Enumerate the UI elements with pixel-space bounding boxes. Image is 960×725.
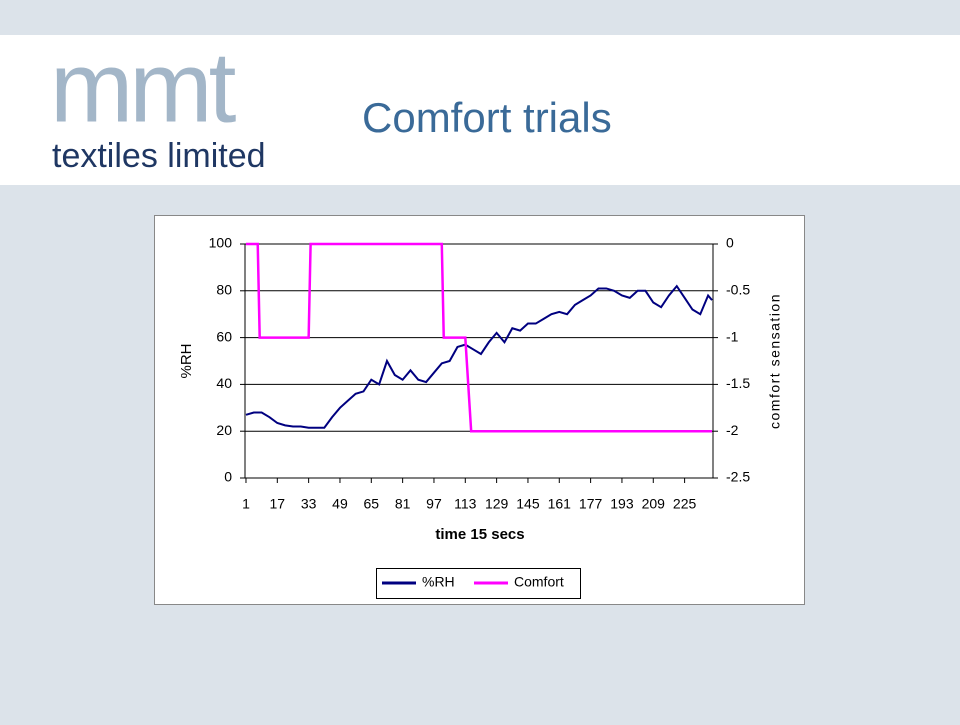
x-tick-label: 33: [301, 496, 317, 512]
y2-tick-label: -1.5: [726, 375, 750, 391]
slide-title: Comfort trials: [362, 94, 612, 141]
legend-label: Comfort: [514, 574, 564, 590]
x-tick-label: 209: [642, 496, 666, 512]
x-tick-label: 161: [548, 496, 572, 512]
y2-tick-label: -1: [726, 328, 739, 344]
y-tick-label: 20: [216, 422, 232, 438]
header-band: [0, 35, 960, 185]
legend-label: %RH: [422, 574, 455, 590]
y2-tick-label: -2: [726, 422, 739, 438]
x-tick-label: 1: [242, 496, 250, 512]
y2-axis-label: comfort sensation: [767, 293, 783, 429]
y-tick-label: 100: [209, 235, 233, 251]
x-tick-label: 97: [426, 496, 442, 512]
line-series: [245, 242, 713, 433]
logo-tagline: textiles limited: [52, 137, 266, 175]
y-tick-label: 0: [224, 469, 232, 485]
x-tick-label: 129: [485, 496, 509, 512]
y2-tick-label: -2.5: [726, 469, 750, 485]
y-tick-label: 80: [216, 282, 232, 298]
x-axis-label: time 15 secs: [435, 526, 524, 543]
y2-tick-label: -0.5: [726, 282, 750, 298]
x-tick-label: 145: [516, 496, 540, 512]
line-series: [245, 284, 713, 429]
x-tick-label: 193: [610, 496, 634, 512]
x-tick-label: 177: [579, 496, 603, 512]
y-tick-label: 40: [216, 375, 232, 391]
x-tick-label: 225: [673, 496, 697, 512]
x-tick-label: 65: [364, 496, 380, 512]
chart-frame: [154, 215, 805, 605]
y-axis-label: %RH: [178, 343, 195, 378]
y-tick-label: 60: [216, 328, 232, 344]
y2-tick-label: 0: [726, 235, 734, 251]
x-tick-label: 81: [395, 496, 411, 512]
x-tick-label: 113: [454, 496, 477, 512]
logo-mark: mmt: [50, 31, 237, 143]
x-tick-label: 49: [332, 496, 348, 512]
x-tick-label: 17: [270, 496, 286, 512]
